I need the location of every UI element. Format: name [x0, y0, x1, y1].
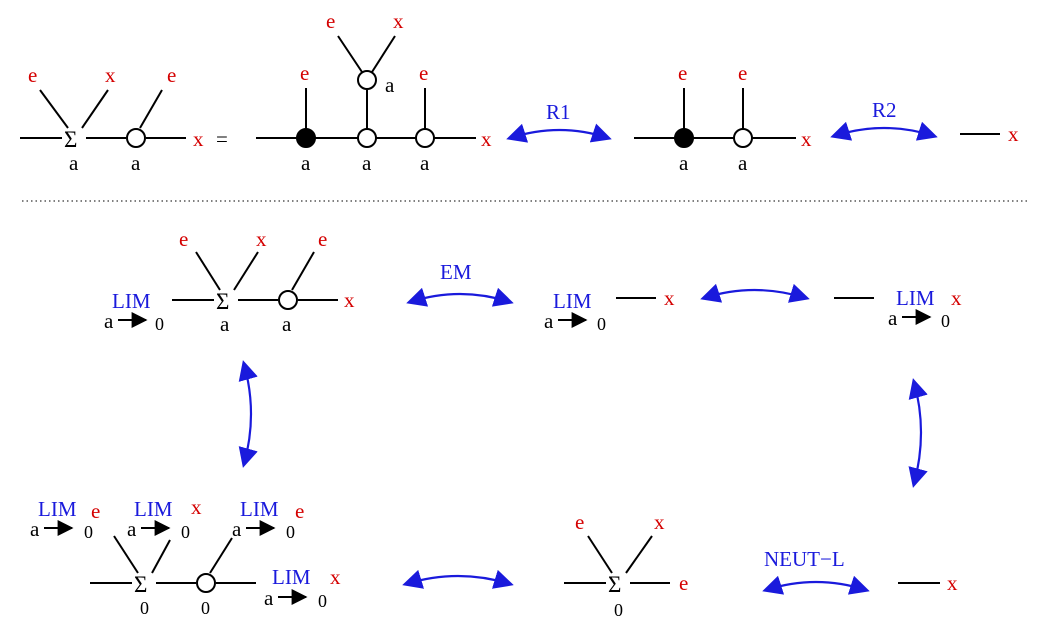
label-a: a	[127, 517, 137, 541]
label-e: e	[679, 571, 688, 595]
label-e: e	[179, 227, 188, 251]
graph-expanded: e e e x a a a a x	[256, 9, 492, 175]
label-x: x	[193, 127, 204, 151]
top-row: Σ e x e a a x = e e e x a a	[20, 9, 1019, 175]
label-e: e	[318, 227, 327, 251]
white-node	[415, 128, 435, 148]
arrow-label-r2: R2	[872, 98, 897, 122]
label-e: e	[91, 499, 100, 523]
label-a: a	[30, 517, 40, 541]
lim-distributed-graph: LIM e a 0 LIM x a 0 LIM e a 0 Σ 0 0 LIM …	[30, 495, 341, 618]
lim-wire-right: LIM x a 0	[834, 286, 962, 331]
arrow-label-neut-l: NEUT−L	[764, 547, 845, 571]
label-a: a	[69, 151, 79, 175]
arrow-r2: R2	[830, 98, 938, 141]
label-zero: 0	[318, 591, 327, 611]
label-zero: 0	[286, 522, 295, 542]
graph-wire: x	[960, 122, 1019, 146]
label-a: a	[232, 517, 242, 541]
label-x: x	[801, 127, 812, 151]
lim-label: LIM	[896, 286, 935, 310]
white-node	[196, 573, 216, 593]
label-zero: 0	[201, 598, 210, 618]
label-a: a	[220, 312, 230, 336]
graph-sigma-zero: Σ e x e 0	[564, 510, 688, 620]
label-e: e	[167, 63, 176, 87]
label-a: a	[264, 586, 274, 610]
arrow-r1: R1	[506, 100, 612, 143]
label-e: e	[575, 510, 584, 534]
lim-label: LIM	[134, 497, 173, 521]
label-a: a	[738, 151, 748, 175]
label-x: x	[664, 286, 675, 310]
lim-label: LIM	[38, 497, 77, 521]
label-zero: 0	[597, 314, 606, 334]
label-e: e	[738, 61, 747, 85]
arrow-vertical-right	[908, 378, 928, 488]
lim-label: LIM	[272, 565, 311, 589]
label-e: e	[419, 61, 428, 85]
arrow-label-em: EM	[440, 260, 472, 284]
label-a: a	[679, 151, 689, 175]
white-node	[733, 128, 753, 148]
label-zero: 0	[84, 522, 93, 542]
label-x: x	[256, 227, 267, 251]
label-x: x	[481, 127, 492, 151]
sigma-node: Σ	[134, 572, 147, 597]
lim-label: LIM	[112, 289, 151, 313]
black-node	[674, 128, 694, 148]
white-node	[278, 290, 298, 310]
label-a: a	[544, 309, 554, 333]
sigma-node: Σ	[608, 572, 621, 597]
label-x: x	[344, 288, 355, 312]
label-x: x	[393, 9, 404, 33]
label-a: a	[104, 309, 114, 333]
arrow-vertical-left	[238, 360, 258, 468]
label-x: x	[105, 63, 116, 87]
label-zero: 0	[614, 600, 623, 620]
label-x: x	[191, 495, 202, 519]
graph-wire-final: x	[898, 571, 958, 595]
label-x: x	[951, 286, 962, 310]
white-node	[357, 70, 377, 90]
arrow-unlabeled	[402, 569, 514, 589]
label-x: x	[654, 510, 665, 534]
label-e: e	[28, 63, 37, 87]
label-x: x	[947, 571, 958, 595]
arrow-em: EM	[406, 260, 514, 307]
label-zero: 0	[181, 522, 190, 542]
lim-wire-left: LIM a 0 x	[544, 286, 675, 334]
label-e: e	[678, 61, 687, 85]
graph-sigma-white: Σ e x e a a x	[20, 63, 204, 175]
lim-label: LIM	[240, 497, 279, 521]
label-a: a	[420, 151, 430, 175]
label-e: e	[295, 499, 304, 523]
equals-sign: =	[216, 127, 228, 151]
label-a: a	[888, 306, 898, 330]
label-x: x	[1008, 122, 1019, 146]
label-e: e	[300, 61, 309, 85]
graph-reduced: e e a a x	[634, 61, 812, 175]
black-node	[296, 128, 316, 148]
label-a: a	[385, 73, 395, 97]
lim-label: LIM	[553, 289, 592, 313]
label-e: e	[326, 9, 335, 33]
sigma-node: Σ	[216, 289, 229, 314]
sigma-node: Σ	[64, 127, 77, 152]
arrow-label-r1: R1	[546, 100, 571, 124]
label-x: x	[330, 565, 341, 589]
label-a: a	[362, 151, 372, 175]
label-a: a	[301, 151, 311, 175]
arrow-unlabeled	[700, 283, 810, 303]
label-a: a	[131, 151, 141, 175]
white-node	[126, 128, 146, 148]
lim-sigma-white: LIM a 0 Σ e x e a a x	[104, 227, 355, 336]
label-zero: 0	[155, 314, 164, 334]
arrow-neut-l: NEUT−L	[762, 547, 870, 595]
white-node	[357, 128, 377, 148]
label-zero: 0	[140, 598, 149, 618]
label-a: a	[282, 312, 292, 336]
label-zero: 0	[941, 311, 950, 331]
